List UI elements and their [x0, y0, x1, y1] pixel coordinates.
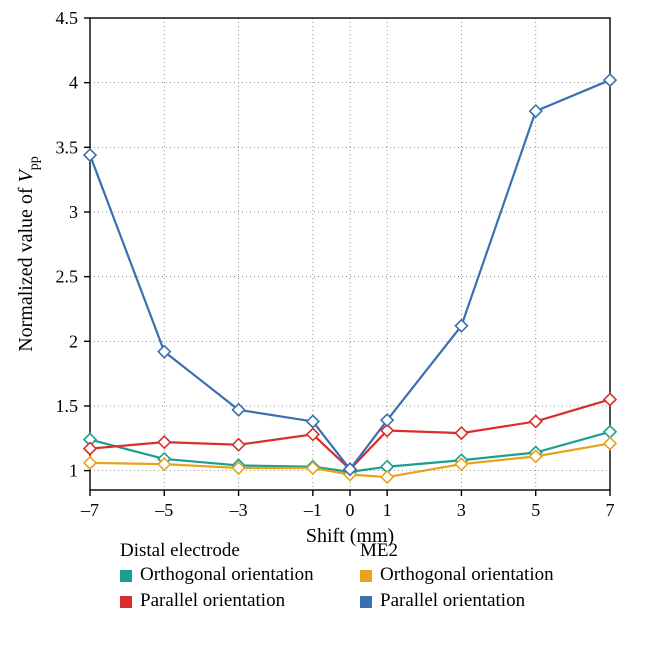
series-marker-distal-para [455, 427, 467, 439]
series-marker-me2-para [604, 74, 616, 86]
series-marker-distal-para [604, 393, 616, 405]
y-tick-label: 4 [69, 73, 78, 93]
x-tick-label: 1 [383, 500, 392, 520]
y-tick-label: 1 [69, 461, 78, 481]
series-marker-distal-para [158, 436, 170, 448]
x-tick-label: 3 [457, 500, 466, 520]
legend-group-title: ME2 [360, 540, 398, 561]
line-chart: –7–5–3–10135711.522.533.544.5 Shift (mm)… [0, 0, 647, 652]
series-marker-me2-ortho [381, 471, 393, 483]
series-marker-me2-ortho [84, 457, 96, 469]
legend-group-title: Distal electrode [120, 540, 240, 561]
legend-item-label: Parallel orientation [140, 590, 286, 611]
y-tick-label: 4.5 [56, 8, 79, 28]
series-marker-distal-para [233, 439, 245, 451]
y-tick-label: 1.5 [56, 396, 79, 416]
series-marker-me2-ortho [604, 437, 616, 449]
legend-item-label: Orthogonal orientation [140, 564, 314, 585]
series-marker-distal-para [530, 415, 542, 427]
y-tick-label: 3.5 [56, 137, 79, 157]
ticks-layer: –7 –5 –3 –1 0 1 3 5 7 1 1.5 2 2.5 3 3.5 4 4.5 [56, 8, 615, 520]
legend-swatch [120, 570, 132, 582]
x-tick-label: –5 [154, 500, 173, 520]
x-tick-label: –7 [80, 500, 99, 520]
y-axis-title: Normalized value of Vpp [15, 156, 42, 352]
x-tick-label: –3 [229, 500, 248, 520]
legend-item-label: Parallel orientation [380, 590, 526, 611]
x-tick-label: 0 [346, 500, 355, 520]
legend-item-label: Orthogonal orientation [380, 564, 554, 585]
series-marker-me2-para [84, 149, 96, 161]
series-marker-distal-para [84, 443, 96, 455]
x-tick-label: 5 [531, 500, 540, 520]
y-tick-label: 2 [69, 331, 78, 351]
legend-swatch [120, 596, 132, 608]
series-marker-me2-para [530, 105, 542, 117]
series-marker-distal-ortho [604, 426, 616, 438]
legend-swatch [360, 596, 372, 608]
y-tick-label: 3 [69, 202, 78, 222]
x-tick-label: –1 [303, 500, 322, 520]
legend-swatch [360, 570, 372, 582]
legend: Distal electrode Orthogonal orientation Pa… [120, 540, 554, 611]
x-tick-label: 7 [606, 500, 615, 520]
y-tick-label: 2.5 [56, 267, 79, 287]
